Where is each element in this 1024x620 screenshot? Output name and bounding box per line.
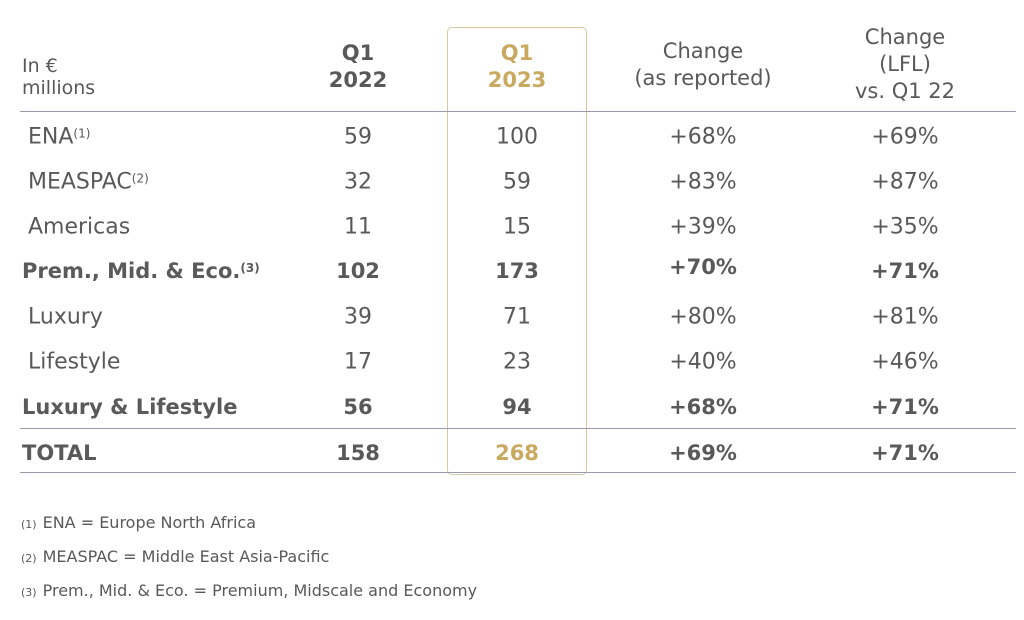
row-label: ENA(1) (28, 124, 91, 149)
table-row: Americas 11 15 +39% +35% (20, 204, 1016, 249)
row-label: Luxury (28, 304, 103, 329)
cell-q1-2023: 268 (495, 440, 539, 465)
cell-q1-2023: 94 (502, 394, 532, 419)
footnote: (2) MEASPAC = Middle East Asia-Pacific (21, 547, 330, 566)
cell-change-lfl: +71% (871, 394, 939, 419)
cell-q1-2022: 39 (344, 304, 372, 329)
cell-change-lfl: +46% (871, 349, 939, 374)
cell-q1-2023: 173 (495, 258, 539, 283)
cell-change-reported: +40% (669, 349, 737, 374)
cell-q1-2022: 102 (336, 258, 380, 283)
cell-q1-2022: 32 (344, 169, 372, 194)
cell-q1-2023: 100 (496, 124, 538, 149)
cell-q1-2023: 15 (503, 214, 531, 239)
cell-change-reported: +68% (669, 124, 737, 149)
cell-q1-2022: 56 (343, 394, 373, 419)
cell-q1-2023: 71 (503, 304, 531, 329)
row-label: Lifestyle (28, 349, 121, 374)
cell-q1-2023: 59 (503, 169, 531, 194)
cell-change-reported: +70% (669, 254, 737, 279)
header-rule (20, 111, 1016, 112)
header-q1-2022: Q1 2022 (328, 41, 388, 92)
cell-q1-2023: 23 (503, 349, 531, 374)
cell-change-lfl: +71% (871, 258, 939, 283)
cell-change-reported: +83% (669, 169, 737, 194)
cell-change-lfl: +87% (871, 169, 939, 194)
row-label: Prem., Mid. & Eco.(3) (22, 258, 260, 283)
row-label: Luxury & Lifestyle (22, 394, 238, 419)
header-change-lfl: Change (LFL) vs. Q1 22 (854, 25, 955, 103)
row-label: MEASPAC(2) (28, 169, 149, 194)
table-row: Luxury 39 71 +80% +81% (20, 294, 1016, 339)
total-bottom-rule (20, 472, 1016, 473)
table-row: MEASPAC(2) 32 59 +83% +87% (20, 159, 1016, 204)
results-table: In € millions Q1 2022 Q1 2023 Change (as… (20, 0, 1016, 480)
cell-change-reported: +80% (669, 304, 737, 329)
table-row: Lifestyle 17 23 +40% +46% (20, 339, 1016, 384)
footnote: (1) ENA = Europe North Africa (21, 513, 257, 532)
footnotes: (1) ENA = Europe North Africa (2) MEASPAC … (21, 510, 477, 612)
cell-change-reported: +39% (669, 214, 737, 239)
cell-change-lfl: +71% (871, 440, 939, 465)
table-row: ENA(1) 59 100 +68% +69% (20, 114, 1016, 159)
row-label: Americas (28, 214, 131, 239)
cell-q1-2022: 59 (344, 124, 372, 149)
table-row-subtotal: Luxury & Lifestyle 56 94 +68% +71% (20, 384, 1016, 429)
cell-change-reported: +68% (669, 394, 737, 419)
units-label: In € millions (22, 55, 96, 99)
cell-change-lfl: +81% (871, 304, 939, 329)
row-label: TOTAL (22, 440, 97, 465)
q1-2023-highlight-frame (447, 27, 587, 475)
table-row-subtotal: Prem., Mid. & Eco.(3) 102 173 +70% +71% (20, 248, 1016, 293)
header-change-reported: Change (as reported) (634, 39, 772, 90)
footnote: (3) Prem., Mid. & Eco. = Premium, Midscal… (21, 581, 478, 600)
cell-q1-2022: 158 (336, 440, 380, 465)
table-row-total: TOTAL 158 268 +69% +71% (20, 430, 1016, 475)
cell-change-lfl: +35% (871, 214, 939, 239)
cell-change-reported: +69% (669, 440, 737, 465)
cell-q1-2022: 17 (344, 349, 372, 374)
cell-change-lfl: +69% (871, 124, 939, 149)
header-q1-2023: Q1 2023 (487, 41, 547, 92)
cell-q1-2022: 11 (344, 214, 372, 239)
total-top-rule (20, 428, 1016, 429)
